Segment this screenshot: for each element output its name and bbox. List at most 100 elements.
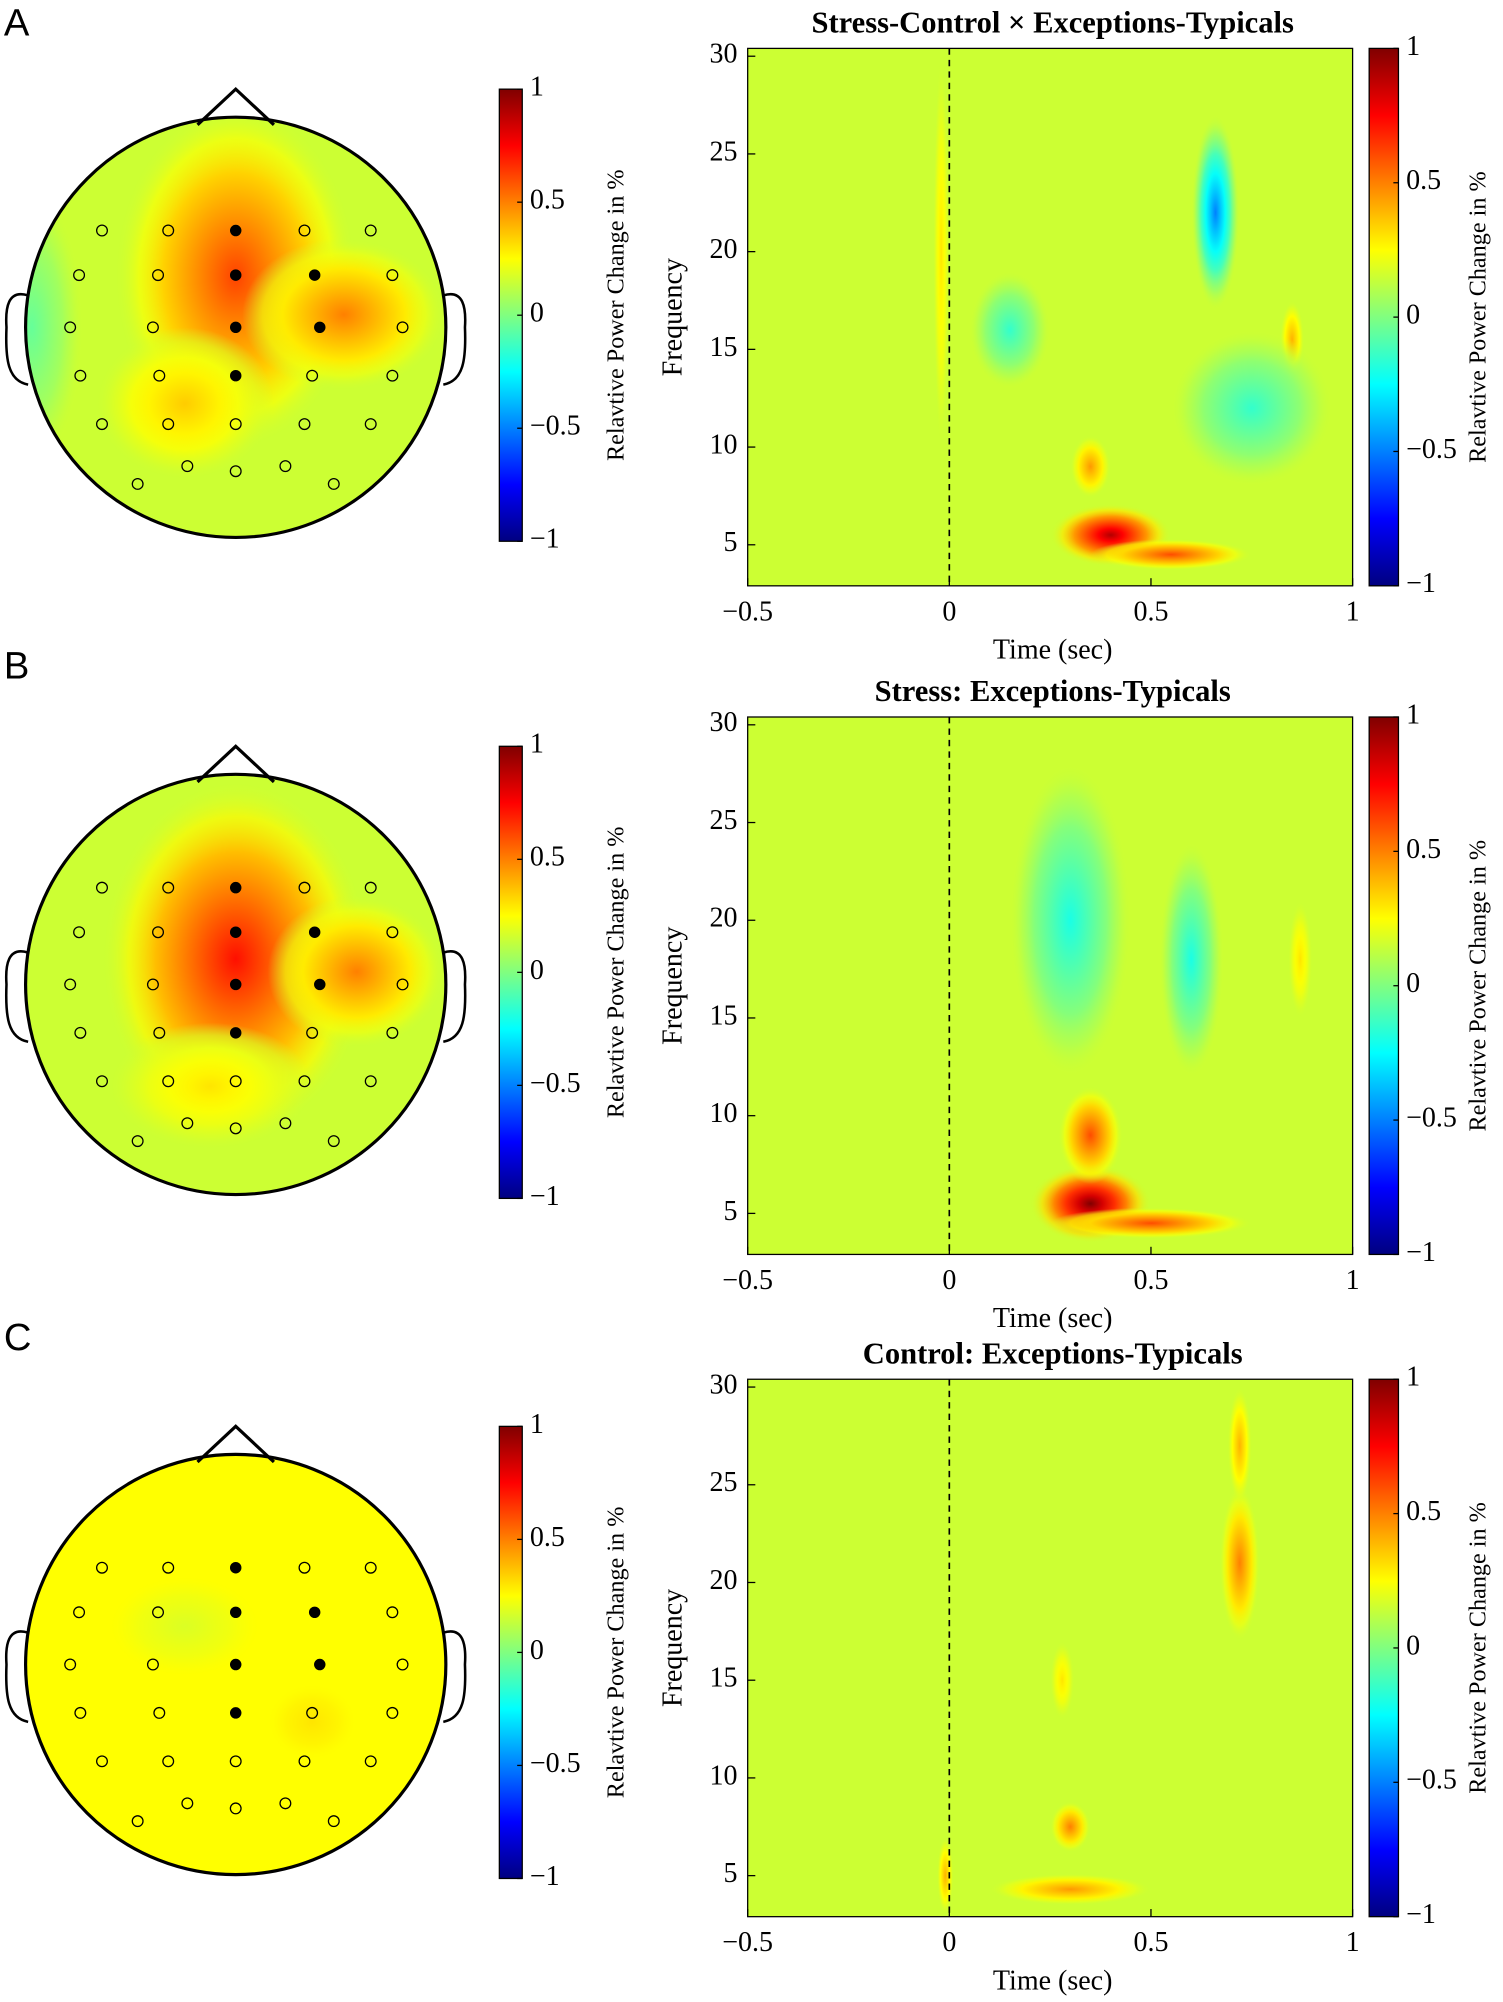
electrode [327,477,340,490]
electrode [162,418,175,431]
colorbar-tick-label: 0 [530,955,544,986]
x-tick-label: 0.5 [1133,1265,1168,1296]
heatmap-background [747,48,1353,586]
y-axis-label: Frequency [658,258,689,376]
electrode [314,978,326,991]
colorbar-tick-label: 0 [1406,968,1420,999]
head-ear [442,950,467,1044]
x-tick-label: 0 [942,596,956,627]
electrode [162,1755,175,1768]
y-tick-label: 10 [709,1760,737,1791]
electrode [229,978,242,991]
x-axis-label: Time (sec) [993,1303,1113,1334]
head-ear [442,1630,467,1724]
electrode [298,224,311,237]
electrode [229,465,242,478]
head-outline [23,115,448,540]
chart-title: Stress-Control × Exceptions-Typicals [811,5,1294,39]
colorbar-tick-label: 1 [1406,1362,1420,1393]
colorbar-tick-label: 0.5 [1406,1496,1441,1527]
head-outline [23,1452,448,1877]
y-tick-label: 30 [709,39,737,70]
y-tick-label: 15 [709,1000,737,1031]
electrode [131,1815,144,1828]
electrode [364,1561,377,1574]
y-tick-label: 25 [709,136,737,167]
electrode [364,1075,377,1088]
electrode [298,1561,311,1574]
electrode [96,1075,108,1088]
electrode [64,1658,77,1671]
y-tick-label: 30 [709,707,737,738]
y-tick-label: 25 [709,1467,737,1498]
electrode [306,369,319,382]
topomap-region [25,187,83,468]
electrode [364,881,377,894]
colorbar-tick-label: −1 [530,1861,560,1892]
electrode [96,881,108,894]
electrode [181,460,194,473]
electrode [153,1706,166,1719]
electrode [229,1027,242,1039]
y-tick-label: 20 [709,234,737,265]
topomap-region [267,1683,357,1761]
panel-label: B [4,645,29,688]
x-tick-label: 0 [942,1265,956,1296]
colorbar-label: Relavtive Power Change in % [602,169,629,461]
electrode [364,418,377,431]
electrode [386,369,399,382]
electrode [314,321,326,334]
topomap-region [267,895,446,1049]
electrode [308,1606,321,1619]
colorbar-tick-label: 0 [530,298,544,329]
x-tick-label: −0.5 [722,1927,773,1958]
electrode [74,1026,87,1039]
electrode [229,1658,242,1671]
topomap [25,117,446,538]
electrode [73,926,86,939]
colorbar-tick-label: −0.5 [530,411,581,442]
electrode [229,418,242,431]
electrode [229,881,242,894]
electrode [162,224,175,237]
x-tick-label: −0.5 [722,1265,773,1296]
electrode [386,1706,399,1719]
heatmap-blob [1171,329,1333,487]
electrode [162,1075,175,1088]
electrode [298,418,311,431]
electrode [73,269,86,282]
electrode [96,1561,108,1574]
electrode [229,1755,242,1768]
electrode [308,269,321,281]
colorbar-tick-label: −1 [530,524,560,555]
electrode [96,224,108,237]
head-nose [196,744,276,784]
heatmap-blob [1050,1801,1091,1853]
heatmap-background [747,1379,1353,1917]
panel-label: C [4,1316,32,1359]
electrode [229,1075,242,1088]
colorbar-tick-label: 0.5 [530,842,565,873]
colorbar-tick-label: −0.5 [1406,434,1457,465]
electrode [229,1561,242,1574]
colorbar-tick-label: −1 [1406,568,1436,599]
electrode [74,369,87,382]
y-tick-label: 20 [709,1565,737,1596]
colorbar-tick-label: 0 [1406,1630,1420,1661]
head-ear [4,292,29,386]
x-axis-label: Time (sec) [993,634,1113,665]
head-ear [4,1630,29,1724]
heatmap-blob [933,56,950,448]
colorbar-tick-label: −1 [1406,1237,1436,1268]
topomap-region [108,1022,313,1151]
y-tick-label: 10 [709,429,737,460]
electrode [229,369,242,382]
x-tick-label: 1 [1346,1927,1360,1958]
head-nose [196,1424,276,1464]
heatmap-blob [1219,1484,1260,1642]
colorbar-tick-label: −0.5 [530,1068,581,1099]
electrode [308,926,321,938]
heatmap-blob [1009,763,1131,1077]
electrode [152,269,165,282]
electrode [64,321,77,334]
